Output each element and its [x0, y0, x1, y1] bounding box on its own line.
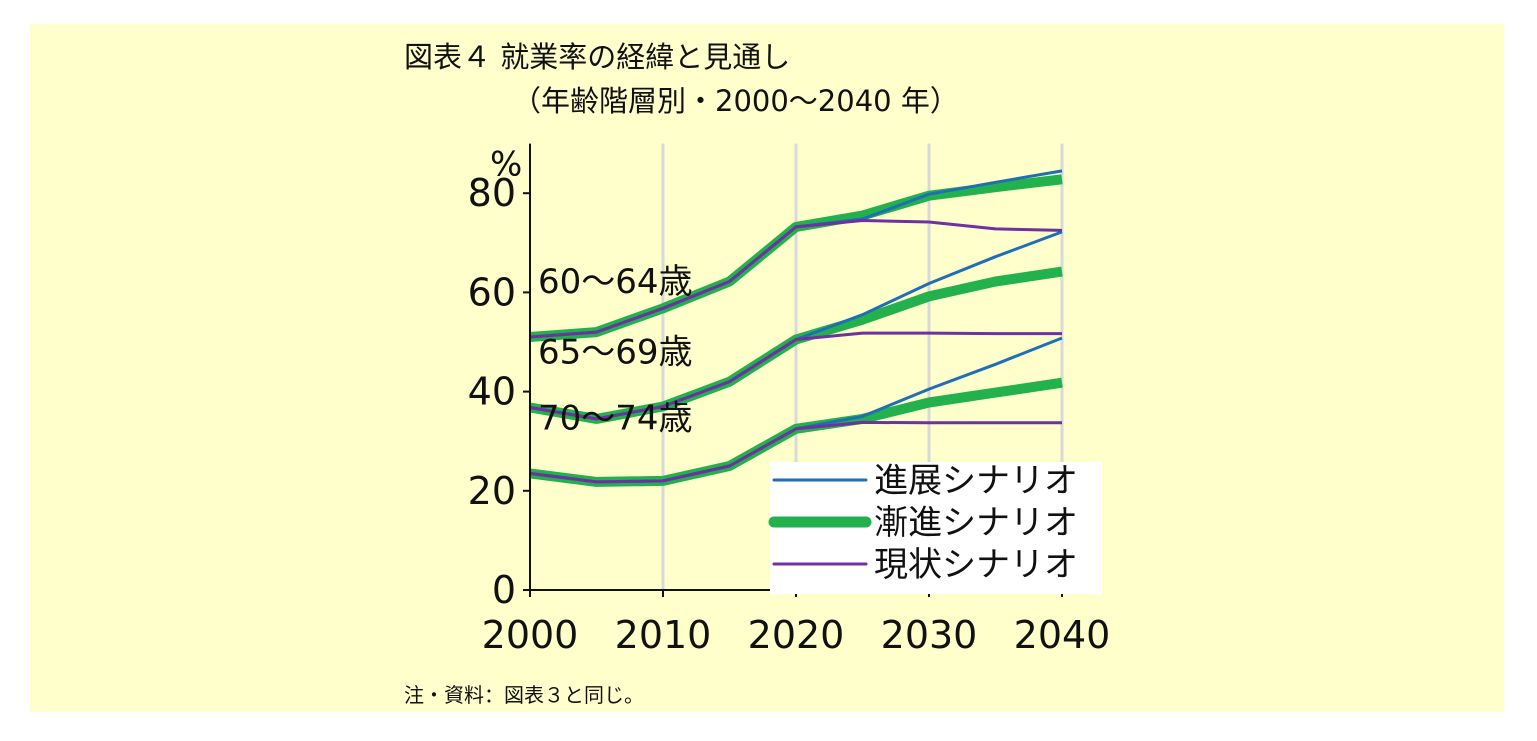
group-label-2: 70～74歳 [538, 398, 693, 438]
y-tick-label-20: 20 [468, 469, 516, 513]
series-line-status_quo-group-1 [529, 331, 1062, 421]
y-tick-label-0: 0 [492, 568, 516, 612]
group-label-1: 65～69歳 [538, 332, 693, 372]
legend-box [770, 462, 1102, 594]
legend-label-advance: 進展シナリオ [874, 461, 1078, 501]
group-label-0: 60～64歳 [538, 262, 693, 302]
x-tick-label-2010: 2010 [615, 613, 712, 657]
x-tick-label-2020: 2020 [748, 613, 845, 657]
x-tick-label-2040: 2040 [1014, 613, 1111, 657]
chart-subtitle: （年齢階層別・2000～2040 年） [512, 84, 959, 118]
legend-label-status_quo: 現状シナリオ [874, 545, 1078, 585]
chart-title: 図表４ 就業率の経緯と見通し [404, 40, 791, 74]
series-line-status_quo-group-0 [529, 219, 1063, 339]
y-unit-label: % [490, 145, 522, 185]
y-tick-label-40: 40 [468, 370, 516, 414]
source-note: 注・資料：図表３と同じ。 [404, 683, 644, 707]
chart-panel [30, 24, 1504, 712]
y-tick-label-80: 80 [468, 171, 516, 215]
legend-label-gradual: 漸進シナリオ [874, 503, 1078, 543]
x-tick-label-2030: 2030 [881, 613, 978, 657]
y-tick-label-60: 60 [468, 270, 516, 314]
x-tick-label-2000: 2000 [482, 613, 579, 657]
series-line-status_quo-group-2 [529, 420, 1062, 484]
